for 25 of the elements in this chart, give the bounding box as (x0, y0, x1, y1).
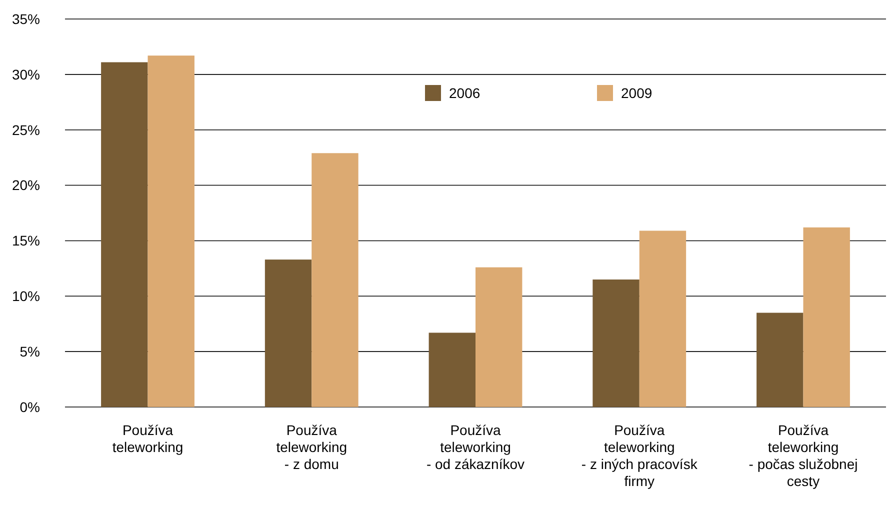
y-tick-label: 30% (12, 66, 40, 82)
bar (639, 230, 686, 407)
x-tick-label: Používa teleworking (112, 422, 184, 455)
x-tick-label: Používa teleworking - od zákazníkov (426, 422, 525, 472)
bar (756, 312, 804, 407)
y-tick-label: 15% (12, 232, 40, 249)
y-tick-label: 0% (20, 398, 40, 415)
y-tick-label: 35% (12, 10, 40, 27)
y-tick-label: 20% (12, 177, 40, 194)
bar (476, 267, 522, 407)
y-tick-label: 5% (20, 343, 40, 360)
legend-label: 2006 (449, 84, 480, 101)
bar (264, 260, 312, 407)
bar (428, 332, 476, 407)
x-tick-label: Používa teleworking - z iných pracovísk firmy (581, 422, 698, 489)
x-tick-label: Používa teleworking - počas služobnej cesty (748, 422, 858, 489)
legend-label: 2009 (621, 84, 652, 101)
bar (101, 62, 148, 407)
x-tick-label: Používa teleworking - z domu (276, 422, 348, 472)
bar (148, 56, 194, 407)
y-tick-label: 25% (12, 122, 40, 138)
bar (803, 227, 850, 407)
y-tick-label: 10% (12, 288, 40, 304)
bar (592, 280, 640, 407)
bar (312, 153, 358, 407)
